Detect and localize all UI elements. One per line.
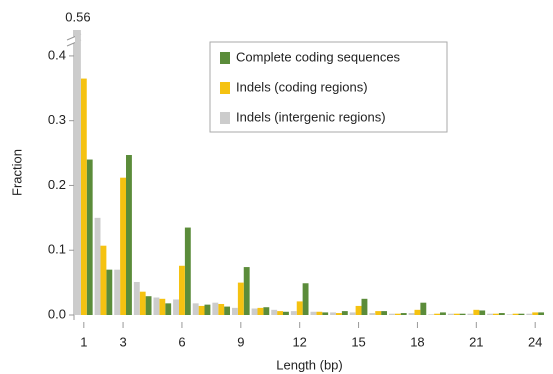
bar [192, 303, 199, 315]
bar-value-label: 0.56 [65, 9, 90, 24]
bar [114, 269, 121, 315]
bar [440, 312, 446, 315]
bar [428, 314, 435, 315]
legend-label: Indels (coding regions) [236, 79, 368, 94]
bar [447, 313, 454, 315]
x-tick-label: 15 [351, 334, 365, 349]
bar [473, 309, 480, 315]
axis-break [66, 37, 82, 43]
bar [126, 155, 132, 315]
y-tick-label: 0.2 [48, 177, 66, 192]
bar [538, 312, 545, 315]
bar [506, 314, 513, 315]
bar [74, 30, 81, 315]
bar [100, 245, 107, 315]
bar [173, 299, 179, 315]
bar [212, 302, 219, 315]
y-tick-label: 0.3 [48, 112, 66, 127]
y-tick-label: 0.1 [48, 242, 66, 257]
bar [400, 313, 407, 315]
bar [133, 281, 140, 315]
bar [224, 306, 231, 315]
bar [335, 313, 342, 315]
bar [487, 313, 493, 315]
bar [184, 227, 191, 315]
x-tick-label: 1 [80, 334, 87, 349]
bar [361, 298, 368, 315]
legend-swatch [220, 52, 230, 64]
bar [330, 312, 336, 315]
bar [283, 311, 289, 315]
x-tick-label: 21 [469, 334, 483, 349]
bar [302, 283, 309, 315]
bar [237, 282, 244, 315]
bar [120, 177, 127, 315]
legend-box [209, 41, 448, 133]
x-axis-label: Length (bp) [276, 357, 343, 372]
bar [243, 267, 250, 315]
bar [341, 311, 348, 315]
bar [277, 311, 284, 315]
y-axis-label: Fraction [9, 149, 24, 196]
bar [492, 313, 499, 315]
bar [106, 269, 113, 315]
bar [526, 313, 533, 315]
x-tick-label: 18 [410, 334, 424, 349]
bar [290, 311, 297, 315]
legend-label: Complete coding sequences [236, 49, 401, 64]
y-tick-label: 0.4 [48, 47, 66, 62]
x-tick-label: 9 [237, 334, 244, 349]
legend-swatch [220, 112, 230, 124]
bar [80, 78, 87, 315]
legend-swatch [220, 82, 230, 94]
bar [381, 311, 388, 315]
x-tick-label: 24 [528, 334, 542, 349]
bar [532, 312, 539, 315]
x-tick-label: 3 [119, 334, 126, 349]
bar [231, 307, 238, 315]
bar [263, 307, 270, 315]
bar [355, 305, 362, 315]
bar [394, 313, 401, 315]
bar [479, 310, 486, 315]
bar [369, 313, 376, 315]
bar [459, 313, 466, 315]
bar [414, 309, 421, 315]
bar [408, 313, 415, 315]
bar [165, 303, 172, 315]
bar [296, 301, 303, 315]
bar [139, 291, 146, 315]
bar [518, 313, 525, 315]
bar [94, 217, 101, 315]
x-tick-label: 12 [292, 334, 306, 349]
bar [388, 313, 395, 315]
bar [153, 297, 160, 315]
legend-label: Indels (intergenic regions) [236, 109, 386, 124]
bar [251, 308, 258, 315]
bar [86, 159, 93, 315]
bar [375, 311, 382, 315]
bar [271, 309, 278, 315]
bar [498, 313, 505, 315]
bar [178, 265, 185, 315]
x-tick-label: 6 [178, 334, 185, 349]
bar [310, 311, 317, 315]
bar [322, 312, 329, 315]
bar [467, 313, 474, 315]
bar [434, 313, 441, 315]
bar [316, 311, 323, 315]
bar [257, 307, 264, 315]
y-tick-label: 0.0 [48, 306, 66, 321]
bar [204, 304, 211, 315]
bar [159, 298, 166, 315]
bar [349, 312, 356, 315]
bar [145, 296, 152, 315]
bar [420, 302, 427, 315]
bar [218, 303, 225, 315]
bar [512, 313, 519, 315]
bar [453, 313, 460, 315]
bar [198, 305, 205, 315]
